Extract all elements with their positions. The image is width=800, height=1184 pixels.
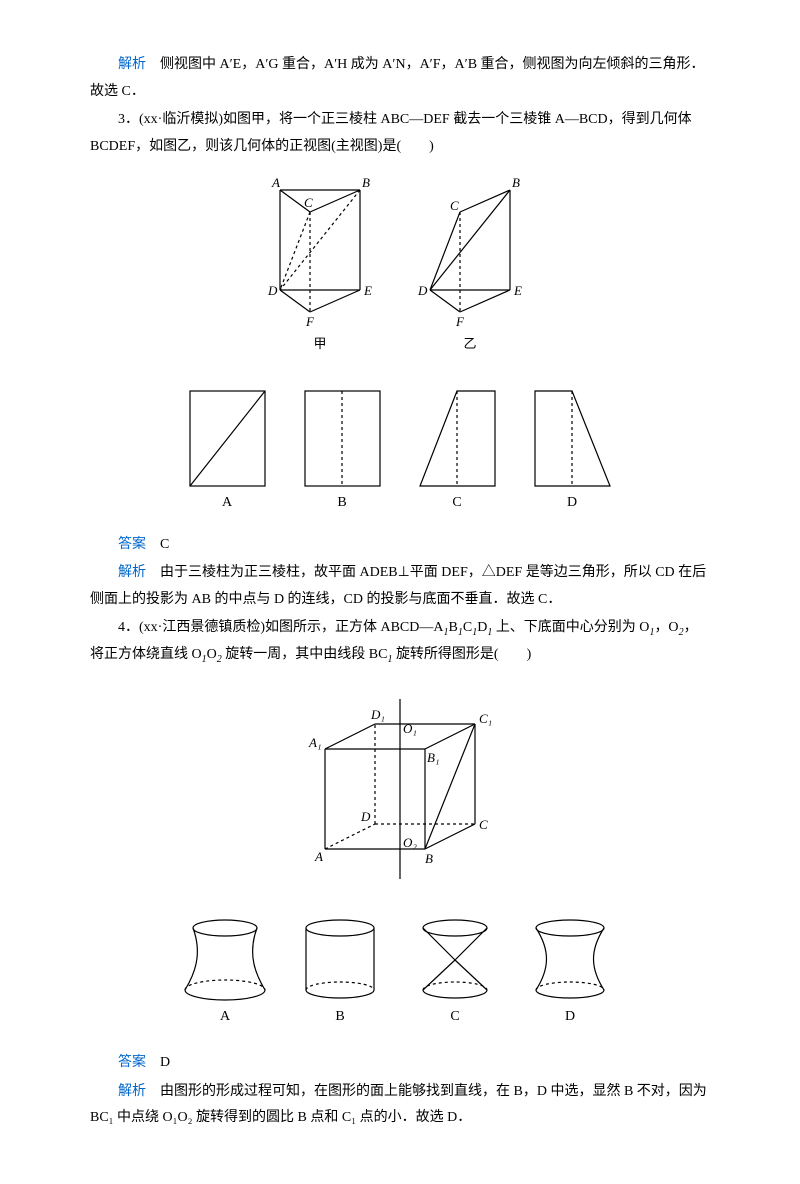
q3-opt-d: D	[535, 391, 610, 510]
prism-jia: A B C D E F	[267, 175, 372, 329]
q2-analysis-label: 解析	[118, 57, 146, 72]
q3-opt-b: B	[305, 391, 380, 510]
svg-text:A₁: A₁	[308, 735, 321, 750]
svg-text:A: A	[222, 495, 233, 510]
svg-text:F: F	[455, 314, 465, 329]
svg-text:C: C	[452, 495, 461, 510]
svg-text:D: D	[565, 1009, 575, 1024]
q4-analysis-label: 解析	[118, 1084, 146, 1099]
q3-figure-prisms: A B C D E F B C D E F 甲 乙	[90, 170, 710, 371]
q3-options-svg: A B C D	[170, 381, 630, 511]
svg-text:O₁: O₁	[403, 721, 417, 736]
svg-text:F: F	[305, 314, 315, 329]
svg-text:C: C	[450, 1009, 459, 1024]
svg-text:A: A	[220, 1009, 231, 1024]
svg-text:D: D	[417, 283, 428, 298]
svg-text:C: C	[450, 198, 459, 213]
q3-options: A B C D	[90, 381, 710, 522]
svg-text:D: D	[267, 283, 278, 298]
svg-text:B: B	[335, 1009, 344, 1024]
q4-stem: 4．(xx·江西景德镇质检)如图所示，正方体 ABCD—A1B1C1D1 上、下…	[90, 615, 710, 669]
q4-answer-label: 答案	[118, 1055, 146, 1070]
svg-text:B: B	[512, 175, 520, 190]
q3-analysis: 解析 由于三棱柱为正三棱柱，故平面 ADEB⊥平面 DEF，△DEF 是等边三角…	[90, 560, 710, 613]
svg-text:甲: 甲	[313, 336, 326, 351]
q2-analysis-text: 侧视图中 A′E，A′G 重合，A′H 成为 A′N，A′F，A′B 重合，侧视…	[90, 57, 705, 99]
prism-yi: B C D E F	[417, 175, 522, 329]
svg-text:B: B	[337, 495, 346, 510]
svg-text:B: B	[362, 175, 370, 190]
q4-opt-a: A	[185, 920, 265, 1024]
svg-text:C₁: C₁	[479, 711, 492, 726]
q4-analysis: 解析 由图形的形成过程可知，在图形的面上能够找到直线，在 B，D 中选，显然 B…	[90, 1079, 710, 1132]
svg-text:A: A	[314, 849, 323, 864]
svg-text:E: E	[513, 283, 522, 298]
q4-options: A B C D	[90, 910, 710, 1041]
q4-opt-c: C	[423, 920, 487, 1024]
q2-analysis: 解析 侧视图中 A′E，A′G 重合，A′H 成为 A′N，A′F，A′B 重合…	[90, 52, 710, 105]
q4-answer: 答案 D	[90, 1050, 710, 1077]
svg-text:B₁: B₁	[427, 750, 439, 765]
svg-text:A: A	[271, 175, 280, 190]
svg-text:D: D	[360, 809, 371, 824]
q3-answer-value: C	[146, 537, 169, 552]
svg-text:D: D	[567, 495, 577, 510]
svg-text:E: E	[363, 283, 372, 298]
q3-stem: 3．(xx·临沂模拟)如图甲，将一个正三棱柱 ABC—DEF 截去一个三棱锥 A…	[90, 107, 710, 160]
q3-opt-c: C	[420, 391, 495, 510]
q4-answer-value: D	[146, 1055, 170, 1070]
svg-text:O₂: O₂	[403, 835, 417, 850]
q3-answer: 答案 C	[90, 532, 710, 559]
q4-opt-d: D	[536, 920, 604, 1024]
q3-analysis-label: 解析	[118, 565, 146, 580]
q4-cube-svg: A B C D A₁ B₁ C₁ D₁ O₁ O₂	[275, 679, 525, 889]
svg-text:D₁: D₁	[370, 707, 385, 722]
svg-text:乙: 乙	[463, 336, 476, 351]
q3-analysis-text: 由于三棱柱为正三棱柱，故平面 ADEB⊥平面 DEF，△DEF 是等边三角形，所…	[90, 565, 706, 607]
svg-text:C: C	[479, 817, 488, 832]
q4-analysis-text: 由图形的形成过程可知，在图形的面上能够找到直线，在 B，D 中选，显然 B 不对…	[90, 1084, 707, 1126]
svg-text:B: B	[425, 851, 433, 866]
q3-answer-label: 答案	[118, 537, 146, 552]
q4-cube: A B C D A₁ B₁ C₁ D₁ O₁ O₂	[90, 679, 710, 900]
q4-options-svg: A B C D	[170, 910, 630, 1030]
q3-opt-a: A	[190, 391, 265, 510]
q4-opt-b: B	[306, 920, 374, 1024]
svg-text:C: C	[304, 195, 313, 210]
q3-prisms-svg: A B C D E F B C D E F 甲 乙	[240, 170, 560, 360]
